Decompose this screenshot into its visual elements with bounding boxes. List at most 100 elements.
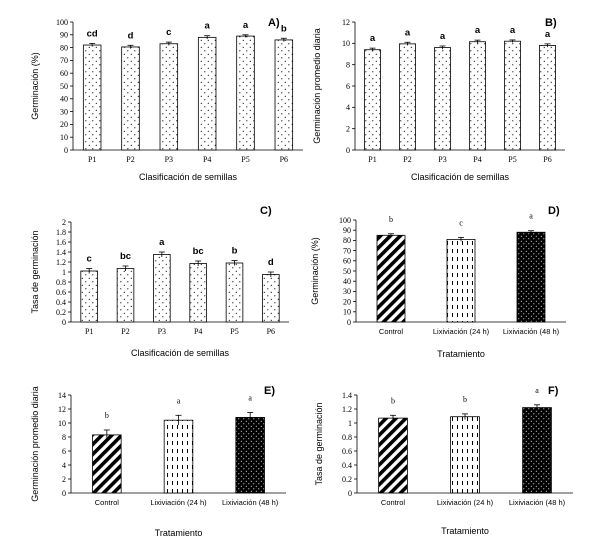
y-tick-label: 12 xyxy=(342,18,350,27)
x-tick-label: P2 xyxy=(121,327,129,336)
bar-d-1 xyxy=(376,234,406,323)
significance-label: a xyxy=(440,31,446,42)
panel-label: D) xyxy=(548,205,560,217)
y-tick-label: 50 xyxy=(343,267,351,276)
bar-d-2 xyxy=(446,238,476,323)
significance-label: d xyxy=(268,257,274,268)
y-axis-title: Tasa de germinación xyxy=(314,402,324,485)
x-tick-label: P5 xyxy=(241,155,249,164)
significance-label: bc xyxy=(120,251,131,262)
x-axis-title: Clasificación de semillas xyxy=(411,172,510,182)
significance-label: b xyxy=(463,395,467,404)
y-tick-label: 40 xyxy=(343,277,351,286)
x-axis-title: Clasificación de semillas xyxy=(131,348,230,358)
y-tick-label: 2 xyxy=(346,124,350,133)
y-tick-label: 0 xyxy=(62,489,66,498)
x-axis-title: Tratamiento xyxy=(441,526,489,536)
y-tick-label: 0.2 xyxy=(342,475,352,484)
y-tick-label: 8 xyxy=(346,60,350,69)
y-axis-title: Germinación (%) xyxy=(30,52,40,120)
bar-c-6 xyxy=(262,274,280,323)
y-tick-label: 0.8 xyxy=(56,278,66,287)
x-tick-label: Control xyxy=(381,498,406,507)
y-tick-label: 4 xyxy=(62,461,66,470)
y-tick-label: 10 xyxy=(342,39,350,48)
y-tick-label: 1.4 xyxy=(56,248,66,257)
y-tick-label: 10 xyxy=(343,308,351,317)
bar-f-2 xyxy=(450,416,480,494)
y-tick-label: 30 xyxy=(343,287,351,296)
y-tick-label: 60 xyxy=(60,69,68,78)
x-tick-label: P2 xyxy=(126,155,134,164)
y-tick-label: 0 xyxy=(346,146,350,155)
bar-e-1 xyxy=(92,434,122,494)
y-tick-label: 0.2 xyxy=(56,308,66,317)
x-tick-label: P1 xyxy=(85,327,93,336)
bar-c-2 xyxy=(116,268,135,323)
significance-label: a xyxy=(535,386,539,395)
x-tick-label: Lixiviación (24 h) xyxy=(150,498,207,507)
chart-panel-a: A) 0 10 20 30 40 50 60 70 80 90 100 cd P1 d P2 c P3 a P4 a P5… xyxy=(30,17,303,182)
significance-label: a xyxy=(545,29,551,40)
y-tick-label: 80 xyxy=(343,236,351,245)
significance-label: a xyxy=(529,212,533,221)
y-tick-label: 60 xyxy=(343,257,351,266)
significance-label: a xyxy=(177,396,181,405)
x-tick-label: P3 xyxy=(438,155,446,164)
bar-b-2 xyxy=(399,43,416,151)
bar-c-5 xyxy=(225,262,244,323)
y-axis-title: Tasa de germinación xyxy=(30,230,40,313)
y-tick-label: 100 xyxy=(339,216,351,225)
y-tick-label: 1 xyxy=(348,419,352,428)
chart-panel-e: E) 0 2 4 6 8 10 12 14 b Control a Lixiviación (24 h)… xyxy=(30,385,286,538)
y-tick-label: 6 xyxy=(346,82,350,91)
y-tick-label: 10 xyxy=(60,133,68,142)
panel-label: C) xyxy=(260,205,272,217)
x-tick-label: Lixiviación (48 h) xyxy=(509,498,566,507)
x-axis-title: Tratamiento xyxy=(437,349,485,359)
y-tick-label: 1.6 xyxy=(56,238,66,247)
significance-label: c xyxy=(166,27,171,38)
bar-e-2 xyxy=(163,419,194,494)
significance-label: a xyxy=(475,25,481,36)
bar-b-1 xyxy=(364,49,381,151)
significance-label: a xyxy=(370,33,376,44)
x-tick-label: P4 xyxy=(194,327,202,336)
y-tick-label: 20 xyxy=(60,120,68,129)
y-tick-label: 70 xyxy=(60,56,68,65)
bar-c-1 xyxy=(80,270,98,323)
bar-f-1 xyxy=(378,417,408,494)
y-tick-label: 100 xyxy=(56,18,68,27)
y-tick-label: 0 xyxy=(348,489,352,498)
y-tick-label: 0.4 xyxy=(342,461,352,470)
y-tick-label: 4 xyxy=(346,103,350,112)
x-tick-label: P4 xyxy=(203,155,211,164)
y-tick-label: 0.6 xyxy=(342,447,352,456)
y-tick-label: 0 xyxy=(62,318,66,327)
bar-c-4 xyxy=(189,263,207,323)
y-tick-label: 30 xyxy=(60,107,68,116)
x-tick-label: Lixiviación (24 h) xyxy=(437,498,494,507)
x-axis-title: Tratamiento xyxy=(155,528,203,538)
bar-e-3 xyxy=(235,416,265,494)
y-tick-label: 6 xyxy=(62,447,66,456)
x-axis-title: Clasificación de semillas xyxy=(139,172,238,182)
bar-a-2 xyxy=(121,46,140,151)
x-tick-label: P2 xyxy=(403,155,411,164)
bar-b-3 xyxy=(434,47,451,151)
x-tick-label: P3 xyxy=(158,327,166,336)
y-tick-label: 0 xyxy=(64,146,68,155)
x-tick-label: P4 xyxy=(473,155,481,164)
significance-label: a xyxy=(159,237,165,248)
x-tick-label: P6 xyxy=(267,327,275,336)
y-tick-label: 0.8 xyxy=(342,433,352,442)
y-axis-title: Germinación promedio diaria xyxy=(30,386,40,502)
y-tick-label: 0.4 xyxy=(56,298,66,307)
significance-label: a xyxy=(205,21,211,32)
y-tick-label: 10 xyxy=(58,419,66,428)
chart-panel-b: B) 0 2 4 6 8 10 12 a P1 a P2 a P3 a P4 a P5 a P6 Clasificaci… xyxy=(312,17,565,182)
significance-label: b xyxy=(281,23,287,34)
y-tick-label: 2 xyxy=(62,475,66,484)
bar-a-1 xyxy=(82,44,102,151)
